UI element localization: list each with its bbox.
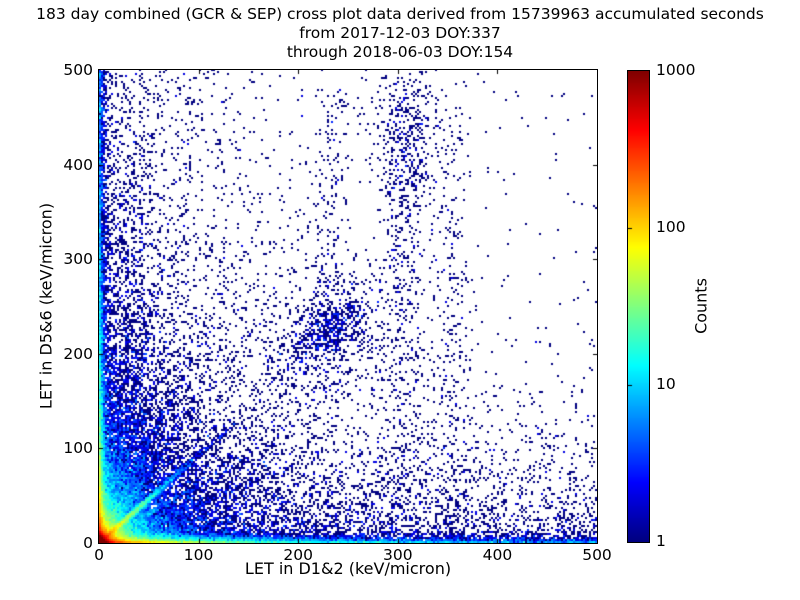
colorbar-tick-label: 1000 [656, 61, 696, 79]
y-tick-label: 300 [63, 250, 93, 269]
colorbar-label: Counts [691, 278, 711, 334]
y-tick-label: 400 [63, 155, 93, 174]
y-axis-label: LET in D5&6 (keV/micron) [36, 202, 56, 410]
x-tick-label: 500 [582, 546, 612, 564]
x-tick-label: 300 [383, 546, 413, 564]
colorbar-tick-label: 1 [656, 532, 666, 550]
colorbar-gradient [628, 71, 649, 542]
x-tick-label: 0 [94, 546, 104, 564]
plot-canvas [99, 70, 597, 543]
y-tick-label: 200 [63, 344, 93, 363]
y-tick-label: 0 [83, 534, 93, 552]
y-tick-label: 100 [63, 439, 93, 458]
x-tick-label: 200 [283, 546, 313, 564]
figure-title-line-3: through 2018-06-03 DOY:154 [286, 43, 514, 61]
colorbar [627, 70, 650, 543]
x-tick-label: 100 [183, 546, 214, 564]
x-tick-label: 400 [482, 546, 513, 564]
figure-title: 183 day combined (GCR & SEP) cross plot … [0, 5, 800, 62]
figure-title-line-1: 183 day combined (GCR & SEP) cross plot … [36, 5, 764, 23]
colorbar-tick-label: 100 [656, 218, 686, 236]
y-tick-label: 500 [63, 61, 93, 79]
figure-title-line-2: from 2017-12-03 DOY:337 [299, 24, 501, 42]
x-axis-label: LET in D1&2 (keV/micron) [244, 559, 452, 578]
plot-frame [98, 69, 598, 544]
colorbar-tick-label: 10 [656, 375, 676, 393]
